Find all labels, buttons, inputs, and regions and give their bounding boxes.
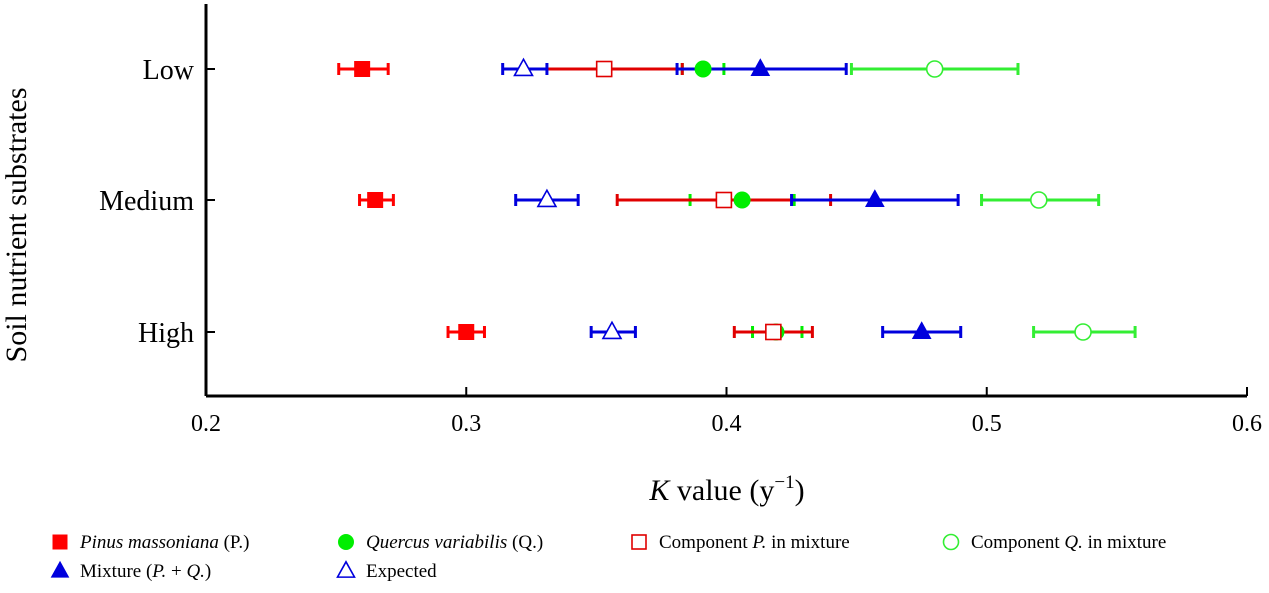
data-point <box>864 189 885 207</box>
category-label-low: Low <box>143 55 195 86</box>
legend-label-part: Pinus massoniana <box>79 532 219 553</box>
legend-marker <box>942 533 960 551</box>
legend-label: Component Q. in mixture <box>971 532 1166 553</box>
legend-label-part: + <box>166 561 186 582</box>
legend-item: Component Q. in mixture <box>942 532 1166 553</box>
x-ticks: 0.2 0.3 0.4 0.5 0.6 <box>191 387 1262 437</box>
x-axis-title-text: value (y <box>669 474 774 507</box>
legend-label-part: P. <box>151 561 166 582</box>
data-point <box>354 61 371 77</box>
data-point <box>733 191 751 209</box>
x-tick-label: 0.2 <box>191 411 221 437</box>
data-point <box>536 188 558 208</box>
data-point <box>513 57 534 77</box>
legend-label-part: (Q.) <box>507 532 543 553</box>
data-point <box>694 60 712 78</box>
legend-label-part: Quercus variabilis <box>366 532 507 553</box>
legend-label-part: Expected <box>366 561 437 582</box>
legend-item: Expected <box>336 560 437 582</box>
x-axis-title-sup: −1 <box>774 472 794 493</box>
data-point <box>601 320 623 340</box>
x-tick-label: 0.3 <box>451 411 481 437</box>
legend-marker <box>336 560 356 578</box>
legend-label-part: ) <box>205 561 211 582</box>
legend-marker <box>52 534 68 550</box>
x-axis-title-symbol: K <box>648 474 671 507</box>
legend-item: Pinus massoniana (P.) <box>52 532 249 553</box>
legend-label: Mixture (P. + Q.) <box>80 561 211 582</box>
legend-label-part: P. <box>751 532 766 553</box>
legend-label-part: Component <box>971 532 1064 553</box>
data-point <box>765 323 782 341</box>
data-point <box>911 321 932 339</box>
legend-item: Quercus variabilis (Q.) <box>338 532 543 553</box>
legend-label-part: in mixture <box>1083 532 1166 553</box>
legend-label: Expected <box>366 561 437 582</box>
legend-label-part: (P.) <box>219 532 250 553</box>
legend-label-part: Component <box>659 532 752 553</box>
x-tick-label: 0.4 <box>712 411 742 437</box>
legend-label-part: Mixture ( <box>80 561 152 582</box>
legend-label-part: in mixture <box>766 532 849 553</box>
data-point <box>750 58 771 76</box>
legend-label-part: Q. <box>1064 532 1082 553</box>
legend-item: Mixture (P. + Q.) <box>50 560 211 582</box>
x-tick-label: 0.5 <box>972 411 1002 437</box>
data-point <box>925 60 944 78</box>
legend-label: Pinus massoniana (P.) <box>79 532 249 553</box>
data-point <box>367 192 384 208</box>
x-tick-label: 0.6 <box>1232 411 1262 437</box>
legend-label: Quercus variabilis (Q.) <box>366 532 543 553</box>
legend-marker <box>338 534 354 550</box>
category-label-medium: Medium <box>99 186 194 217</box>
category-label-high: High <box>138 318 194 349</box>
legend-label-part: Q. <box>186 561 204 582</box>
data-point <box>1030 191 1048 209</box>
legend-item: Component P. in mixture <box>631 532 850 553</box>
category-labels: Low Medium High <box>99 55 215 349</box>
points <box>354 57 1092 341</box>
legend-label: Component P. in mixture <box>659 532 850 553</box>
data-point <box>715 191 733 209</box>
x-axis-title: K value (y−1) <box>648 472 804 507</box>
legend: Pinus massoniana (P.) Quercus variabilis … <box>50 532 1166 582</box>
data-point <box>1074 323 1092 341</box>
data-marks <box>337 57 1137 341</box>
data-point <box>595 60 613 78</box>
data-point <box>458 324 475 340</box>
x-axis-title-close: ) <box>795 474 805 507</box>
legend-marker <box>631 534 647 550</box>
y-axis-title: Soil nutrient substrates <box>0 88 33 363</box>
legend-marker <box>50 560 70 578</box>
